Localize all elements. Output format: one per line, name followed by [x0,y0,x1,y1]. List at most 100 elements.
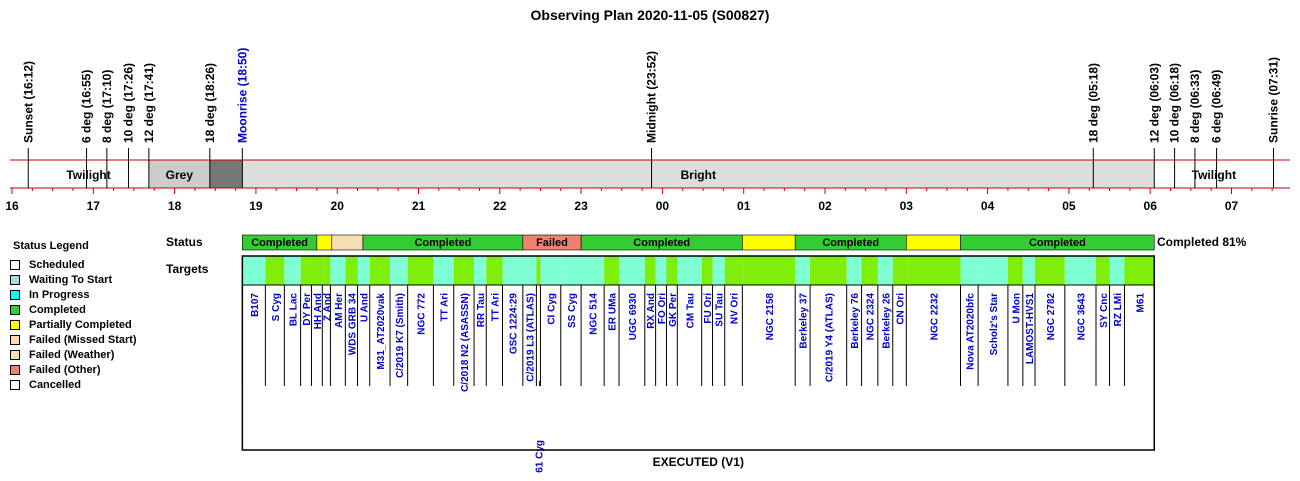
status-block [742,234,796,251]
target-label: RZ LMi [1113,293,1124,327]
legend-swatch [10,259,20,270]
target-label: BL Lac [288,293,299,327]
target-block [960,256,979,285]
status-row-label: Status [166,235,203,249]
target-label: B107 [250,293,261,317]
legend-swatch [10,349,20,360]
target-block [242,256,266,285]
target-label: WDS GRB 34 [347,293,358,356]
status-block [316,234,333,251]
target-label: TT Ari [490,293,501,322]
target-block [345,256,358,285]
period-label: Bright [681,168,716,182]
target-label: NGC 3643 [1076,293,1087,341]
event-label: 8 deg (06:33) [1188,70,1202,143]
target-label: TT Ari [440,293,451,322]
target-block [522,256,537,285]
target-block [311,256,323,285]
target-block [712,256,725,285]
target-label: CI Cyg [547,293,558,325]
target-label: CM Tau [686,293,697,328]
event-label: 12 deg (17:41) [142,63,156,143]
target-frame: EXECUTED (V1) [241,255,1156,469]
hour-tick-label: 02 [818,199,832,213]
event-label: Sunset (16:12) [21,61,35,143]
status-block-label: Completed [1029,237,1086,249]
event-label: Midnight (23:52) [645,51,659,143]
target-label: S Cyg [271,293,282,321]
target-block [502,256,523,285]
hour-tick-label: 05 [1062,199,1076,213]
hour-tick-label: 17 [87,199,101,213]
target-block [906,256,961,285]
legend-label: Waiting To Start [29,273,113,286]
target-label: SS Cyg [567,293,578,328]
completion-label: Completed 81% [1157,235,1247,249]
legend-swatch [10,274,20,285]
target-label: CN Ori [896,293,907,325]
target-label: U Mon [1011,293,1022,324]
legend-title: Status Legend [13,240,89,252]
footer-label: EXECUTED (V1) [653,455,744,469]
target-label: NGC 772 [417,293,428,335]
target-label: FO Ori [657,293,668,324]
target-block [560,256,582,285]
legend-list: Scheduled Waiting To Start In Progress Comp… [10,257,210,392]
legend-item: Cancelled [10,377,210,392]
period-band [148,160,210,188]
legend-label: Cancelled [29,378,81,391]
target-label: SU Tau [715,293,726,327]
target-block [1035,256,1065,285]
targets-frame [241,255,1156,451]
target-block [407,256,434,285]
legend-swatch [10,334,20,345]
target-block [322,256,331,285]
legend-label: Failed (Weather) [29,348,115,361]
period-bands: Twilight Grey Bright Twilight [10,159,1290,189]
target-label: FU Ori [703,293,714,324]
legend-swatch [10,364,20,375]
target-label: U And [360,293,371,322]
legend-item: Scheduled [10,257,210,272]
legend-label: In Progress [29,288,90,301]
legend-item: Completed [10,302,210,317]
legend-swatch [10,379,20,390]
period-label: Twilight [1192,168,1236,182]
target-block [846,256,862,285]
legend-label: Partially Completed [29,318,132,331]
target-block [655,256,667,285]
event-label: 10 deg (06:18) [1168,63,1182,143]
legend-swatch [10,289,20,300]
target-label: 61 Cyg [534,440,545,473]
target-block [1007,256,1023,285]
legend-swatch [10,319,20,330]
target-block [810,256,847,285]
target-block [1096,256,1110,285]
hour-tick-label: 21 [412,199,426,213]
target-label: GSC 1224:29 [509,293,520,355]
hour-tick-label: 00 [656,199,670,213]
status-block [331,234,364,251]
target-block [300,256,312,285]
target-label: Z And [322,293,333,321]
event-label: 12 deg (06:03) [1147,63,1161,143]
event-label: Moonrise (18:50) [235,48,249,143]
target-label: Berkeley 26 [881,293,892,349]
target-block [877,256,893,285]
legend-item: Failed (Other) [10,362,210,377]
hour-tick-label: 23 [574,199,588,213]
target-block [861,256,878,285]
status-row: Completed Completed Failed Completed Complet… [242,234,1155,251]
event-label: 18 deg (05:18) [1086,63,1100,143]
status-block [960,234,1155,251]
target-block [474,256,487,285]
event-label: 8 deg (17:10) [100,70,114,143]
target-block [1022,256,1036,285]
event-label: 10 deg (17:26) [122,63,136,143]
target-block [742,256,796,285]
hour-axis: 16 17 18 19 20 21 22 23 00 01 02 03 04 05 06 07 [5,188,1273,213]
status-block-label: Completed [822,237,879,249]
target-block [1064,256,1096,285]
